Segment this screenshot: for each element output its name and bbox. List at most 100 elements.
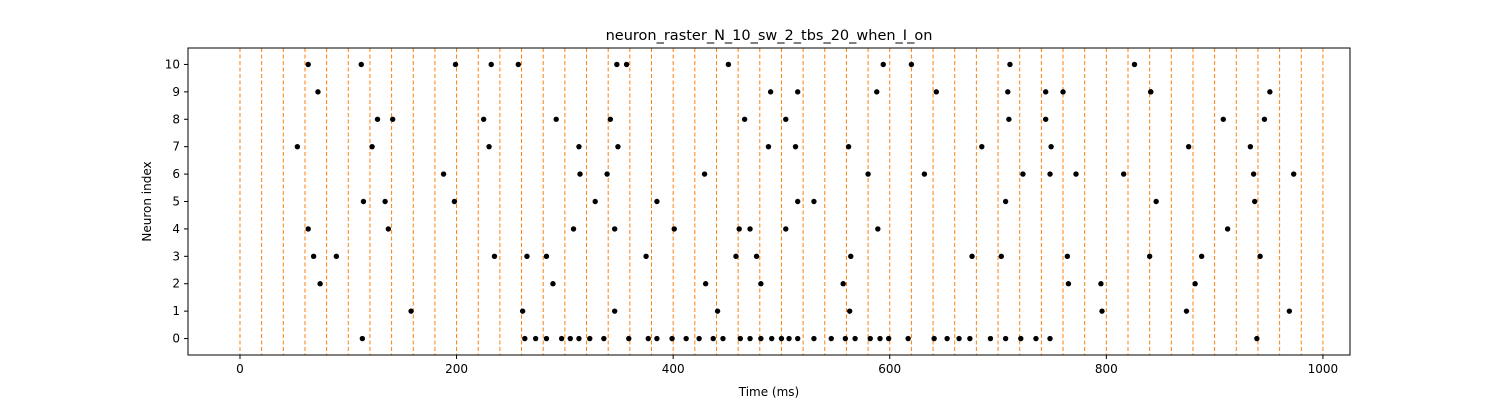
spike-point xyxy=(987,335,994,342)
spike-point xyxy=(374,116,381,122)
spike-point xyxy=(811,335,817,342)
spike-point xyxy=(905,335,911,342)
spike-point xyxy=(543,335,550,342)
y-tick-label: 2 xyxy=(172,277,180,291)
spike-point xyxy=(753,253,760,260)
spike-point xyxy=(491,253,498,260)
spike-point xyxy=(840,281,846,287)
y-tick-label: 6 xyxy=(172,167,180,181)
spike-point xyxy=(1146,253,1153,260)
spike-point xyxy=(867,335,873,342)
y-tick-label: 1 xyxy=(172,304,180,318)
spike-point xyxy=(389,116,396,122)
spike-point xyxy=(783,116,789,122)
spike-point xyxy=(828,335,834,342)
spike-point xyxy=(577,171,583,177)
spike-point xyxy=(626,335,632,342)
spike-point xyxy=(358,61,364,68)
spike-point xyxy=(604,171,610,177)
spike-point xyxy=(921,171,928,177)
y-tick-label: 5 xyxy=(172,195,180,209)
spike-point xyxy=(794,89,801,95)
spike-point xyxy=(317,281,323,287)
spike-point xyxy=(956,335,962,342)
spike-point xyxy=(1065,281,1072,287)
spike-point xyxy=(969,253,975,260)
y-tick-label: 7 xyxy=(172,140,180,154)
spike-point xyxy=(845,143,852,150)
spike-point xyxy=(794,335,801,342)
spike-point xyxy=(875,226,881,232)
spike-point xyxy=(1002,335,1009,342)
spike-point xyxy=(480,116,487,122)
spike-point xyxy=(702,281,709,287)
spike-point xyxy=(1250,171,1257,177)
spike-point xyxy=(765,143,772,150)
y-tick-label: 4 xyxy=(172,222,180,236)
spike-point xyxy=(979,143,985,150)
spike-point xyxy=(1286,308,1293,314)
spike-point xyxy=(725,61,732,68)
spike-point xyxy=(310,253,317,260)
spike-point xyxy=(778,335,785,342)
spike-point xyxy=(758,335,764,342)
spike-point xyxy=(654,335,660,342)
spike-point xyxy=(601,335,607,342)
spike-point xyxy=(1007,61,1013,68)
x-axis-ticks: 0 200 400 600 800 1000 xyxy=(236,355,1338,376)
spike-point xyxy=(1252,198,1258,205)
spike-point xyxy=(1224,226,1231,232)
spike-point xyxy=(333,253,340,260)
spike-point xyxy=(1120,171,1127,177)
spike-point xyxy=(615,143,621,150)
spike-point xyxy=(515,61,521,68)
spike-point xyxy=(944,335,950,342)
x-tick-label: 1000 xyxy=(1308,362,1339,376)
spike-point xyxy=(1183,308,1190,314)
spike-point xyxy=(758,281,764,287)
spike-point xyxy=(451,198,458,205)
spike-point xyxy=(408,308,414,314)
y-tick-label: 10 xyxy=(165,57,180,71)
spike-point xyxy=(1185,143,1192,150)
spike-point xyxy=(1060,89,1066,95)
spike-point xyxy=(714,308,721,314)
spike-point xyxy=(967,335,973,342)
spike-point xyxy=(360,198,367,205)
chart-title: neuron_raster_N_10_sw_2_tbs_20_when_I_on xyxy=(606,28,933,44)
spike-point xyxy=(486,143,492,150)
y-axis-label: Neuron index xyxy=(140,161,154,241)
y-tick-label: 8 xyxy=(172,112,180,126)
spike-point xyxy=(811,198,817,205)
spike-point xyxy=(1254,335,1260,342)
spike-point xyxy=(305,61,311,68)
spike-point xyxy=(1098,281,1104,287)
spike-point xyxy=(607,116,614,122)
spike-point xyxy=(1131,61,1138,68)
spike-point xyxy=(305,226,311,232)
spike-point xyxy=(741,116,748,122)
spike-point xyxy=(747,226,753,232)
spike-point xyxy=(998,253,1004,260)
spike-point xyxy=(550,281,556,287)
spike-point xyxy=(1192,281,1198,287)
spike-point xyxy=(696,335,702,342)
spike-point xyxy=(359,335,366,342)
spike-point xyxy=(783,226,789,232)
spike-point xyxy=(1020,171,1026,177)
spike-point xyxy=(1153,198,1159,205)
spike-point xyxy=(846,308,853,314)
y-axis-ticks: 0 1 2 3 4 5 6 7 8 9 10 xyxy=(165,57,188,346)
spike-point xyxy=(710,335,716,342)
spike-point xyxy=(294,143,301,150)
spike-point xyxy=(1247,143,1254,150)
spike-point xyxy=(767,89,774,95)
spike-point xyxy=(654,198,660,205)
spike-point xyxy=(669,335,675,342)
spike-point xyxy=(1042,89,1049,95)
spike-point xyxy=(747,335,753,342)
spike-point xyxy=(452,61,459,68)
spike-point xyxy=(736,226,742,232)
spike-point xyxy=(440,171,447,177)
